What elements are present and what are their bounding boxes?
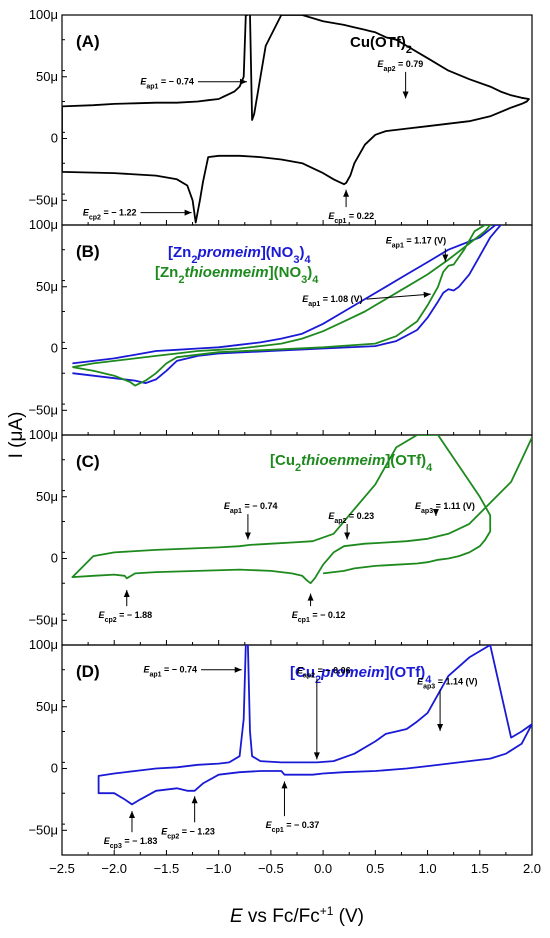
annotation-label: Eap2 = 0.79	[377, 59, 423, 73]
x-tick-label: −2.0	[101, 861, 127, 876]
annotation-arrow-head	[432, 509, 439, 516]
y-tick-label: 0	[51, 551, 58, 566]
x-tick-label: −1.5	[154, 861, 180, 876]
annotation-arrow-head	[128, 811, 135, 819]
panel-letter: (C)	[76, 452, 100, 471]
series-group	[71, 435, 532, 585]
y-tick-label: 0	[51, 341, 58, 356]
annotation-arrow-head	[239, 78, 247, 85]
x-axis-title: E vs Fc/Fc+1 (V)	[230, 904, 364, 927]
annotation-label: Ecp1 = − 0.37	[266, 820, 320, 834]
y-tick-label: 50μ	[36, 69, 58, 84]
annotation-arrow-head	[184, 209, 192, 216]
annotation-arrow-head	[402, 91, 409, 99]
y-tick-label: −50μ	[28, 192, 58, 207]
series-line	[72, 225, 502, 384]
x-tick-label: −2.5	[49, 861, 75, 876]
annotation-label: Eap1 = 1.17 (V)	[386, 236, 446, 250]
y-tick-label: 0	[51, 761, 58, 776]
annotation-label: Ecp2 = − 1.22	[83, 208, 137, 222]
y-axis-title: I (μA)	[6, 412, 27, 459]
series-group	[62, 15, 530, 224]
panel-frame	[61, 14, 533, 226]
annotation-label: Eap3 = 1.11 (V)	[415, 501, 475, 515]
annotation-label: Ecp1 = 0.22	[328, 211, 374, 225]
panel-title: [Zn2promeim](NO3)4	[168, 244, 311, 266]
annotation-arrow-head	[437, 723, 444, 731]
y-tick-label: 100μ	[29, 427, 58, 442]
y-tick-label: 100μ	[29, 7, 58, 22]
y-tick-label: 50μ	[36, 699, 58, 714]
annotation-label: Eap1 = − 0.74	[140, 77, 194, 91]
panel-title-2: [Zn2thioenmeim](NO3)4	[155, 264, 319, 286]
annotation-arrow-head	[234, 666, 242, 673]
panel-title: [Cu2thioenmeim](OTf)4	[270, 452, 433, 474]
y-tick-label: 0	[51, 131, 58, 146]
annotation-label: Ecp1 = − 0.12	[292, 610, 346, 624]
annotation-label: Ecp2 = − 1.88	[99, 610, 153, 624]
annotation-arrow-head	[423, 291, 431, 298]
annotation-label: Eap3 = 1.14 (V)	[417, 677, 477, 691]
x-tick-label: 0.0	[314, 861, 332, 876]
annotation-arrow-head	[344, 532, 351, 540]
series-line	[72, 225, 492, 387]
annotation-label: Eap2 = − 0.06	[297, 665, 351, 679]
panel-c: −50μ 0 50μ 100μ (C) [Cu2thioenmeim](OTf)4 Eap1…	[28, 427, 533, 646]
panel-title: [Cu2promeim](OTf)4	[290, 664, 432, 686]
annotation-label: Eap2 = 0.23	[328, 511, 374, 525]
x-tick-label: −1.0	[206, 861, 232, 876]
annotation-arrow-line	[366, 293, 431, 300]
y-tick-label: 100μ	[29, 637, 58, 652]
y-tick-label: −50μ	[28, 612, 58, 627]
annotation-label: Eap1 = 1.08 (V)	[302, 294, 362, 308]
annotation-arrow-head	[442, 254, 449, 262]
annotation-label: Ecp2 = − 1.23	[161, 826, 215, 840]
annotation-arrow-head	[343, 189, 350, 197]
panel-b: −50μ 0 50μ 100μ (B) [Zn2promeim](NO3)4[Zn2thi…	[28, 217, 533, 436]
y-tick-label: −50μ	[28, 402, 58, 417]
annotation-arrow-head	[307, 593, 314, 601]
x-tick-label: 1.0	[419, 861, 437, 876]
series-line	[71, 435, 532, 585]
panel-letter: (A)	[76, 32, 100, 51]
x-tick-label: −0.5	[258, 861, 284, 876]
y-tick-label: −50μ	[28, 822, 58, 837]
annotation-arrow-head	[281, 781, 288, 789]
x-tick-label: 2.0	[523, 861, 541, 876]
plot-area: −50μ 0 50μ 100μ (A) Cu(OTf)2 Eap1 = − 0.74 Eap2…	[28, 7, 541, 876]
series-group	[72, 225, 502, 387]
y-tick-label: 100μ	[29, 217, 58, 232]
panel-title: Cu(OTf)2	[350, 34, 412, 56]
y-tick-label: 50μ	[36, 279, 58, 294]
series-line	[62, 15, 530, 224]
panel-letter: (D)	[76, 662, 100, 681]
annotation-arrow-head	[244, 532, 251, 540]
annotation-arrow-head	[191, 796, 198, 804]
x-tick-label: 1.5	[471, 861, 489, 876]
panel-letter: (B)	[76, 242, 100, 261]
x-tick-label: 0.5	[366, 861, 384, 876]
panel-a: −50μ 0 50μ 100μ (A) Cu(OTf)2 Eap1 = − 0.74 Eap2…	[28, 7, 533, 226]
annotation-arrow-head	[123, 589, 130, 597]
annotation-label: Ecp3 = − 1.83	[104, 836, 158, 850]
y-tick-label: 50μ	[36, 489, 58, 504]
series-group	[97, 645, 532, 806]
annotation-arrow-head	[313, 752, 320, 760]
series-line	[97, 645, 532, 806]
annotation-label: Eap1 = − 0.74	[224, 501, 278, 515]
panel-d: −50μ 0 50μ 100μ (D) [Cu2promeim](OTf)4 Eap1 = …	[28, 637, 541, 876]
annotation-label: Eap1 = − 0.74	[143, 665, 197, 679]
